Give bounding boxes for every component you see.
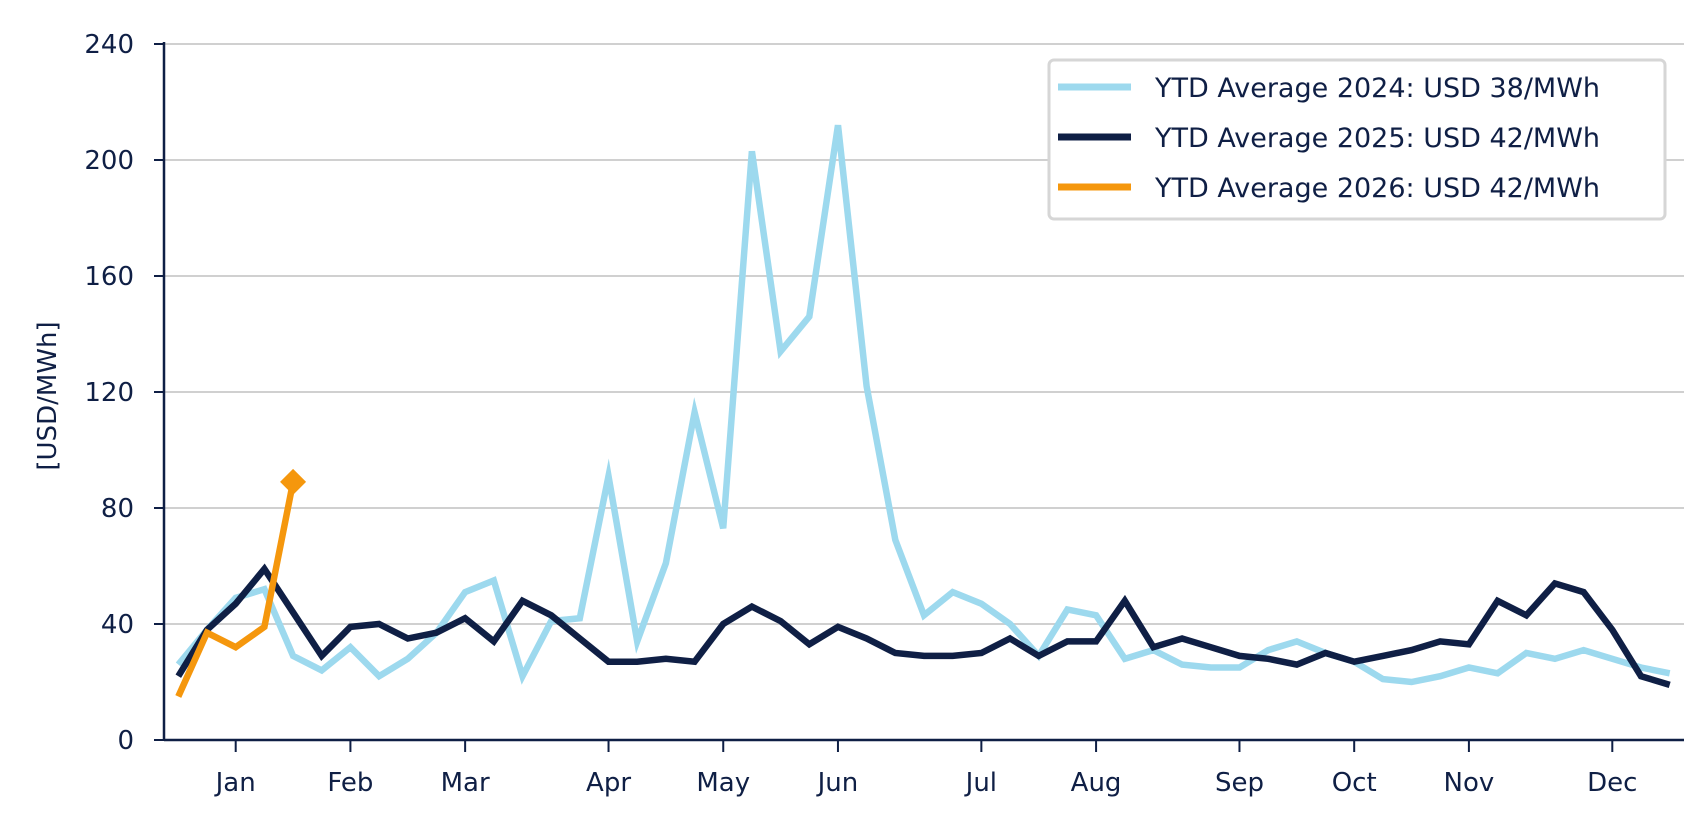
x-tick-label: May <box>696 768 750 798</box>
x-tick-labels: Jan Feb Mar Apr May Jun Jul Aug Sep Oct Nov Dec <box>214 768 1638 798</box>
series-end-marker <box>280 468 307 495</box>
x-tick-label: Jun <box>816 768 859 798</box>
x-tick-label: Jan <box>214 768 256 798</box>
series-line-2 <box>175 563 1671 689</box>
series-line-3 <box>175 481 297 698</box>
series-lines <box>175 124 1671 698</box>
y-tick-label: 160 <box>84 262 134 292</box>
y-tick-label: 80 <box>101 494 134 524</box>
x-tick-label: Sep <box>1215 768 1264 798</box>
x-tick-label: Jul <box>964 768 997 798</box>
y-tick-label: 200 <box>84 146 134 176</box>
legend-entry: YTD Average 2025: USD 42/MWh <box>1154 123 1600 154</box>
y-tick-label: 120 <box>84 378 134 408</box>
y-axis-label: [USD/MWh] <box>33 321 63 470</box>
x-tick-label: Apr <box>586 768 631 798</box>
x-tick-label: Feb <box>327 768 373 798</box>
x-tick-label: Dec <box>1587 768 1637 798</box>
y-tick-label: 240 <box>84 30 134 60</box>
axes <box>154 42 1684 752</box>
x-tick-label: Mar <box>441 768 490 798</box>
y-tick-label: 40 <box>101 610 134 640</box>
series-line-1 <box>175 124 1671 686</box>
x-tick-label: Oct <box>1332 768 1377 798</box>
legend-entry: YTD Average 2024: USD 38/MWh <box>1154 73 1600 104</box>
y-tick-labels: 0 40 80 120 160 200 240 <box>84 30 134 756</box>
legend: YTD Average 2024: USD 38/MWh YTD Average … <box>1047 58 1667 221</box>
gridlines <box>164 43 1684 625</box>
y-tick-label: 0 <box>117 726 134 756</box>
legend-box <box>1047 58 1667 221</box>
legend-entry: YTD Average 2026: USD 42/MWh <box>1154 173 1600 204</box>
x-tick-label: Nov <box>1444 768 1495 798</box>
x-tick-label: Aug <box>1071 768 1122 798</box>
